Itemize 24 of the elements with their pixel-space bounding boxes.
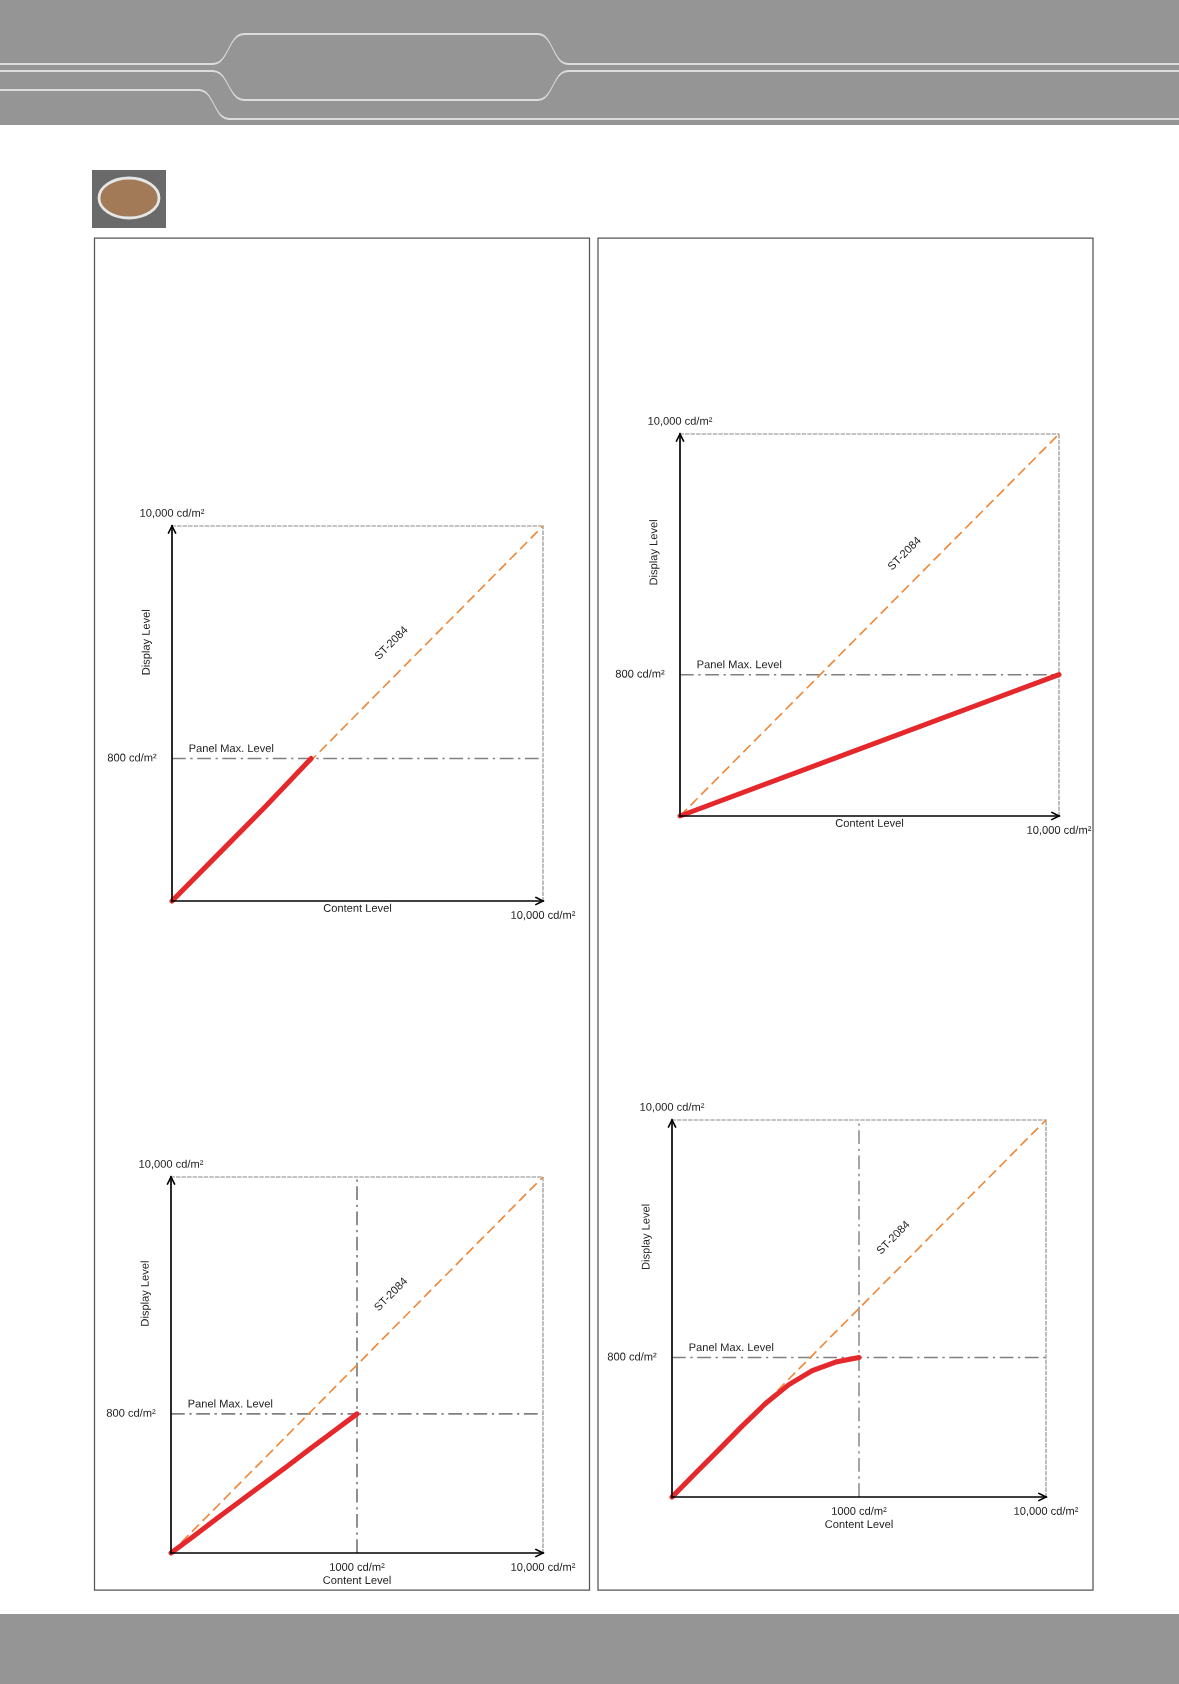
x-axis-title: Content Level — [835, 818, 904, 827]
text: 10,000 cd/m² — [140, 508, 205, 519]
y-axis-title: Display Level — [140, 1261, 151, 1326]
text: 10,000 cd/m² — [640, 1102, 705, 1113]
x-axis-title: Content Level — [323, 903, 392, 912]
text: 10,000 cd/m² — [139, 1159, 204, 1170]
text: 10,000 cd/m² — [648, 416, 713, 427]
annotation: 800 cd/m² — [615, 669, 665, 678]
text: 800 cd/m² — [106, 1408, 156, 1417]
x-tick-label: 1000 cd/m² — [832, 1506, 887, 1515]
ref-line-label: Panel Max. Level — [189, 743, 274, 753]
text: 800 cd/m² — [107, 753, 157, 762]
text: 10,000 cd/m² — [511, 910, 576, 921]
ref-line-label: Panel Max. Level — [689, 1342, 774, 1352]
text: 10,000 cd/m² — [1027, 825, 1092, 836]
x-axis-title: Content Level — [323, 1575, 391, 1585]
ref-line-label: Panel Max. Level — [188, 1399, 273, 1408]
y-axis-title: Display Level — [641, 1204, 652, 1269]
y-axis-title: Display Level — [141, 609, 152, 675]
y-axis-title: Display Level — [649, 520, 660, 585]
x-axis-title: Content Level — [825, 1519, 893, 1529]
text: 800 cd/m² — [607, 1352, 657, 1361]
ref-line-label: Panel Max. Level — [697, 660, 782, 669]
x-tick-label: 1000 cd/m² — [330, 1562, 385, 1571]
